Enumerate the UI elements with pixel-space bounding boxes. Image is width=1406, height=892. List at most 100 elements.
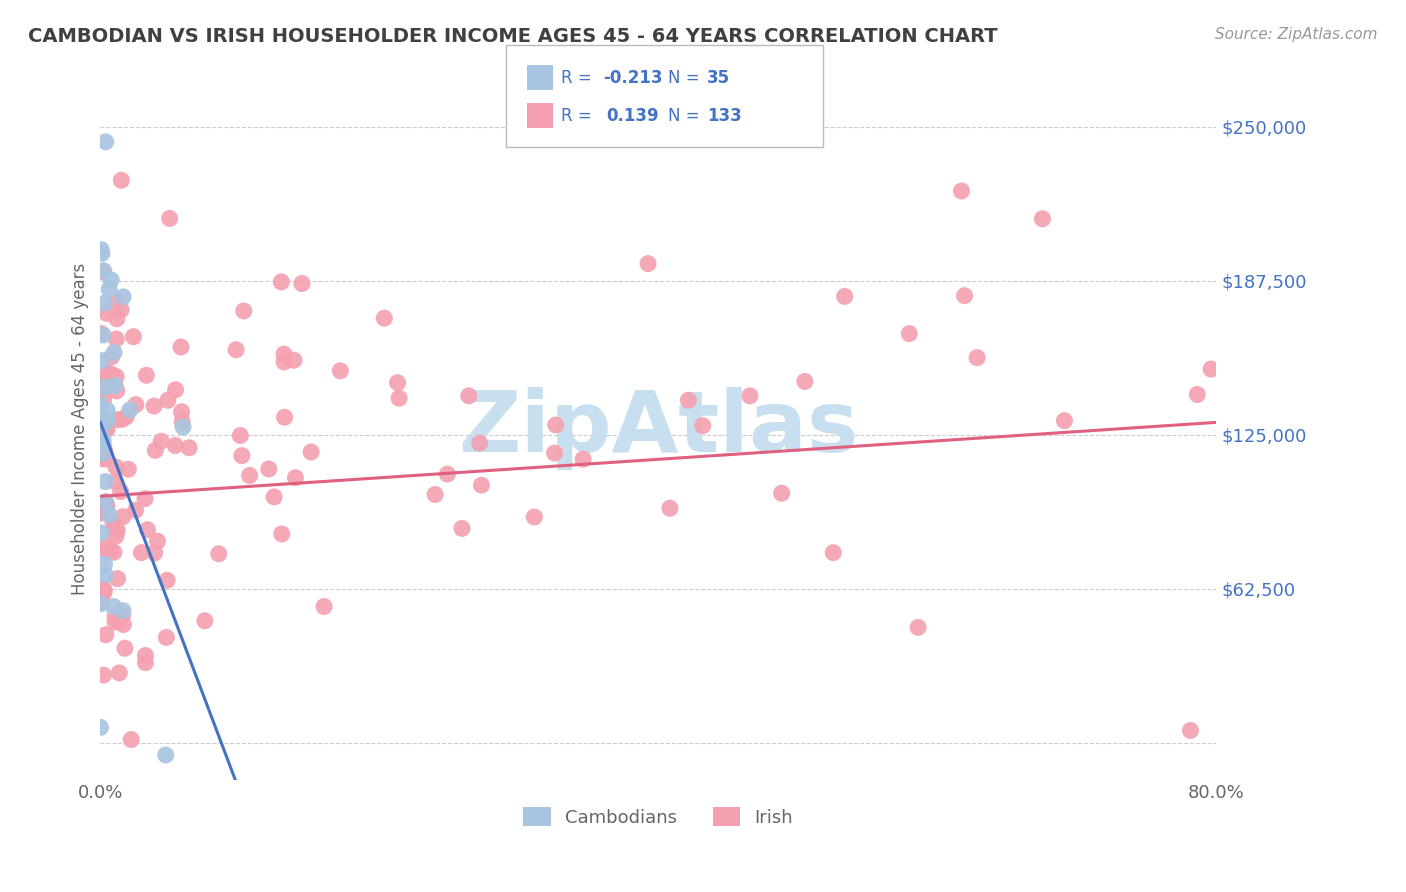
Point bbox=[134, 491, 156, 506]
Point bbox=[270, 275, 292, 289]
Point bbox=[373, 311, 395, 326]
Point bbox=[89, 597, 111, 611]
Point bbox=[156, 574, 179, 588]
Point bbox=[544, 417, 567, 432]
Point bbox=[89, 438, 111, 452]
Point bbox=[124, 503, 146, 517]
Text: 133: 133 bbox=[707, 107, 742, 125]
Point bbox=[470, 478, 492, 492]
Point bbox=[1180, 723, 1202, 738]
Point bbox=[91, 433, 114, 447]
Point bbox=[120, 732, 142, 747]
Point bbox=[125, 398, 148, 412]
Point bbox=[107, 614, 129, 628]
Point bbox=[1199, 362, 1222, 376]
Point bbox=[273, 347, 295, 361]
Point bbox=[105, 384, 128, 398]
Text: 35: 35 bbox=[707, 69, 730, 87]
Point bbox=[134, 656, 156, 670]
Point bbox=[90, 353, 112, 368]
Point bbox=[98, 282, 121, 296]
Point bbox=[136, 523, 159, 537]
Point bbox=[94, 494, 117, 508]
Point bbox=[263, 490, 285, 504]
Point bbox=[100, 273, 122, 287]
Point bbox=[658, 501, 681, 516]
Point bbox=[98, 508, 121, 522]
Point bbox=[329, 364, 352, 378]
Point bbox=[91, 581, 114, 595]
Point bbox=[110, 484, 132, 499]
Point bbox=[105, 332, 128, 346]
Point bbox=[107, 413, 129, 427]
Point bbox=[134, 648, 156, 663]
Point bbox=[118, 403, 141, 417]
Text: R =: R = bbox=[561, 107, 602, 125]
Point bbox=[104, 475, 127, 489]
Point bbox=[94, 135, 117, 149]
Point bbox=[94, 423, 117, 437]
Point bbox=[94, 380, 117, 394]
Point bbox=[91, 437, 114, 451]
Point bbox=[270, 527, 292, 541]
Point bbox=[112, 617, 135, 632]
Point bbox=[111, 607, 134, 622]
Point bbox=[90, 398, 112, 412]
Point bbox=[451, 521, 474, 535]
Point bbox=[312, 599, 335, 614]
Point bbox=[96, 366, 118, 380]
Point bbox=[950, 184, 973, 198]
Point bbox=[738, 389, 761, 403]
Point bbox=[115, 409, 138, 424]
Point bbox=[165, 438, 187, 452]
Point bbox=[953, 288, 976, 302]
Point bbox=[107, 572, 129, 586]
Point bbox=[1187, 387, 1209, 401]
Text: 0.139: 0.139 bbox=[606, 107, 658, 125]
Y-axis label: Householder Income Ages 45 - 64 years: Householder Income Ages 45 - 64 years bbox=[72, 262, 89, 595]
Point bbox=[94, 567, 117, 582]
Text: Source: ZipAtlas.com: Source: ZipAtlas.com bbox=[1215, 27, 1378, 42]
Point bbox=[135, 368, 157, 383]
Point bbox=[90, 374, 112, 388]
Point bbox=[457, 389, 479, 403]
Point bbox=[94, 496, 117, 510]
Point bbox=[284, 471, 307, 485]
Point bbox=[823, 546, 845, 560]
Point bbox=[90, 506, 112, 520]
Point bbox=[105, 369, 128, 384]
Point bbox=[94, 475, 117, 489]
Point bbox=[104, 460, 127, 475]
Point bbox=[96, 422, 118, 436]
Point bbox=[93, 557, 115, 571]
Point bbox=[91, 265, 114, 279]
Point bbox=[93, 417, 115, 431]
Point bbox=[423, 487, 446, 501]
Point bbox=[91, 328, 114, 343]
Point bbox=[291, 277, 314, 291]
Point bbox=[98, 543, 121, 558]
Point bbox=[96, 500, 118, 514]
Text: CAMBODIAN VS IRISH HOUSEHOLDER INCOME AGES 45 - 64 YEARS CORRELATION CHART: CAMBODIAN VS IRISH HOUSEHOLDER INCOME AG… bbox=[28, 27, 998, 45]
Point bbox=[93, 544, 115, 558]
Point bbox=[143, 443, 166, 458]
Point bbox=[90, 408, 112, 422]
Point bbox=[388, 391, 411, 405]
Point bbox=[94, 539, 117, 553]
Point bbox=[257, 462, 280, 476]
Point bbox=[105, 293, 128, 308]
Point bbox=[543, 446, 565, 460]
Point bbox=[793, 375, 815, 389]
Point bbox=[96, 306, 118, 320]
Point bbox=[387, 376, 409, 390]
Point bbox=[239, 468, 262, 483]
Legend: Cambodians, Irish: Cambodians, Irish bbox=[516, 800, 800, 834]
Text: -0.213: -0.213 bbox=[603, 69, 662, 87]
Point bbox=[103, 599, 125, 614]
Point bbox=[770, 486, 793, 500]
Point bbox=[572, 452, 595, 467]
Point bbox=[112, 604, 135, 618]
Point bbox=[104, 615, 127, 629]
Point bbox=[104, 378, 127, 392]
Point bbox=[89, 720, 111, 734]
